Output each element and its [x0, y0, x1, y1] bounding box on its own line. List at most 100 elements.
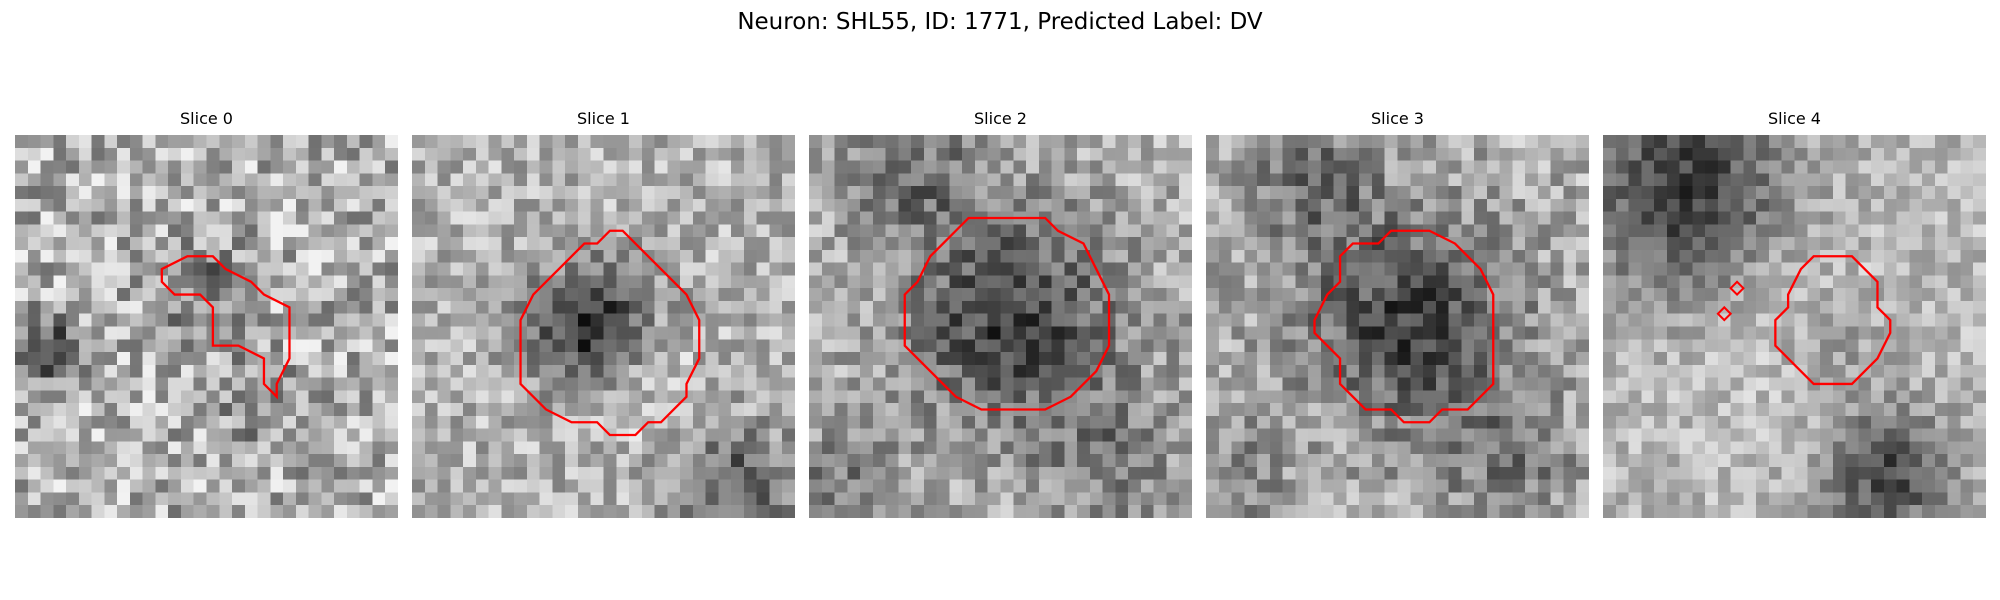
pixel	[232, 505, 246, 518]
pixel	[27, 237, 41, 251]
pixel	[1308, 415, 1322, 429]
pixel	[1128, 377, 1142, 391]
pixel	[244, 326, 258, 340]
pixel	[974, 326, 988, 340]
pixel	[283, 415, 297, 429]
pixel	[1166, 364, 1180, 378]
pixel	[1563, 288, 1577, 302]
pixel	[1934, 186, 1948, 200]
pixel	[1525, 441, 1539, 455]
pixel	[437, 288, 451, 302]
pixel	[1628, 377, 1642, 391]
pixel	[475, 173, 489, 187]
pixel	[1807, 173, 1821, 187]
pixel	[1883, 492, 1897, 506]
pixel	[603, 492, 617, 506]
pixel	[463, 415, 477, 429]
pixel	[1346, 377, 1360, 391]
pixel	[782, 262, 795, 276]
pixel	[1909, 224, 1923, 238]
pixel	[501, 390, 515, 404]
pixel	[1654, 313, 1668, 327]
pixel	[1871, 147, 1885, 161]
pixel	[821, 364, 835, 378]
pixel	[1410, 364, 1424, 378]
pixel	[232, 160, 246, 174]
pixel	[936, 326, 950, 340]
pixel	[641, 275, 655, 289]
pixel	[1435, 313, 1449, 327]
pixel	[1550, 262, 1564, 276]
pixel	[1807, 224, 1821, 238]
pixel	[1603, 186, 1617, 200]
pixel	[1679, 377, 1693, 391]
pixel	[1820, 135, 1834, 149]
pixel	[117, 173, 131, 187]
pixel	[654, 135, 668, 149]
pixel	[539, 505, 553, 518]
pixel	[1666, 173, 1680, 187]
pixel	[78, 186, 92, 200]
pixel	[1461, 275, 1475, 289]
pixel	[1973, 339, 1986, 353]
pixel	[1448, 211, 1462, 225]
pixel	[1102, 275, 1116, 289]
pixel	[1922, 403, 1936, 417]
pixel	[1768, 275, 1782, 289]
pixel	[78, 415, 92, 429]
pixel	[1922, 198, 1936, 212]
pixel	[78, 377, 92, 391]
pixel	[1679, 249, 1693, 263]
pixel	[1153, 415, 1167, 429]
pixel	[680, 428, 694, 442]
pixel	[463, 160, 477, 174]
pixel	[743, 160, 757, 174]
pixel	[1832, 237, 1846, 251]
pixel	[219, 479, 233, 493]
pixel	[1206, 275, 1220, 289]
pixel	[1218, 454, 1232, 468]
pixel	[1153, 390, 1167, 404]
pixel	[257, 135, 271, 149]
pixel	[898, 403, 912, 417]
pixel	[1960, 173, 1974, 187]
pixel	[731, 441, 745, 455]
pixel	[412, 147, 426, 161]
pixel	[501, 313, 515, 327]
pixel	[1115, 288, 1129, 302]
pixel	[1641, 275, 1655, 289]
pixel	[1858, 441, 1872, 455]
pixel	[872, 313, 886, 327]
pixel	[91, 479, 105, 493]
pixel	[244, 262, 258, 276]
pixel	[1218, 326, 1232, 340]
pixel	[743, 147, 757, 161]
pixel	[834, 249, 848, 263]
pixel	[847, 313, 861, 327]
pixel	[1692, 428, 1706, 442]
pixel	[718, 492, 732, 506]
pixel	[1692, 147, 1706, 161]
pixel	[1896, 415, 1910, 429]
pixel	[1244, 390, 1258, 404]
pixel	[232, 466, 246, 480]
pixel	[1858, 186, 1872, 200]
pixel	[1206, 479, 1220, 493]
pixel	[526, 147, 540, 161]
pixel	[1743, 352, 1757, 366]
pixel	[1486, 479, 1500, 493]
pixel	[1359, 275, 1373, 289]
pixel	[987, 415, 1001, 429]
pixel	[1346, 479, 1360, 493]
pixel	[450, 428, 464, 442]
pixel	[1384, 364, 1398, 378]
pixel	[1064, 479, 1078, 493]
pixel	[1576, 198, 1589, 212]
pixel	[53, 147, 67, 161]
pixel	[155, 339, 169, 353]
pixel	[898, 415, 912, 429]
pixel	[1525, 479, 1539, 493]
pixel	[590, 288, 604, 302]
pixel	[718, 505, 732, 518]
pixel	[359, 479, 373, 493]
